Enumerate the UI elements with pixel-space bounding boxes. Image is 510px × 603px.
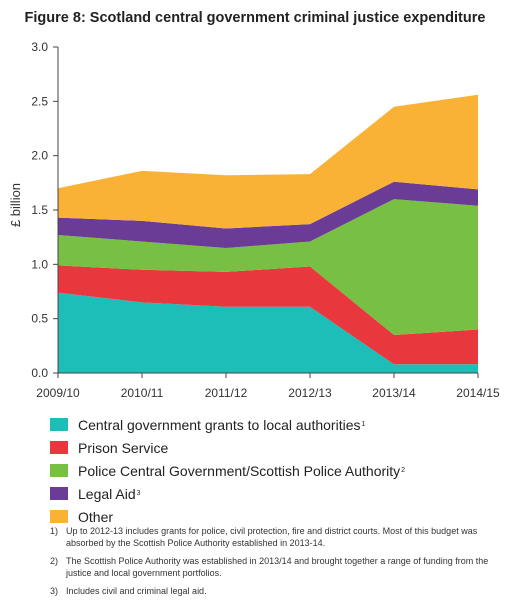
y-tick-label: 0.5 (31, 312, 48, 326)
x-tick-label: 2011/12 (205, 386, 248, 400)
legend-item: Police Central Government/Scottish Polic… (50, 461, 500, 480)
legend-footnote-marker: 2 (401, 467, 406, 474)
legend-footnote-marker: 1 (361, 421, 366, 428)
chart-legend: Central government grants to local autho… (50, 415, 500, 530)
footnote-text: Includes civil and criminal legal aid. (66, 586, 207, 596)
area-series-4 (58, 94, 478, 229)
y-tick-label: 1.5 (31, 203, 48, 217)
legend-item: Legal Aid 3 (50, 484, 500, 503)
legend-swatch (50, 418, 68, 431)
footnote-number: 1) (50, 526, 59, 536)
y-tick-label: 1.0 (31, 257, 48, 271)
legend-label: Police Central Government/Scottish Polic… (78, 462, 401, 479)
legend-label: Other (78, 508, 114, 525)
chart-title: Figure 8: Scotland central government cr… (24, 10, 486, 26)
area-series-3 (58, 181, 478, 248)
footnotes: 1) Up to 2012-13 includes grants for poli… (50, 525, 500, 603)
x-tick-label: 2014/15 (456, 386, 500, 400)
legend-label: Central government grants to local autho… (78, 416, 361, 433)
footnote-text: Up to 2012-13 includes grants for police… (66, 526, 478, 548)
legend-swatch (50, 487, 68, 500)
footnote: 2) The Scottish Police Authority was esta… (50, 555, 500, 579)
footnote-number: 3) (50, 586, 59, 596)
legend-label: Legal Aid (78, 485, 136, 502)
legend-item: Prison Service (50, 438, 500, 457)
y-tick-label: 2.5 (31, 94, 48, 108)
area-series-0 (58, 292, 478, 373)
legend-label: Prison Service (78, 439, 169, 456)
area-series-1 (58, 265, 478, 365)
y-axis-title: £ billion (8, 183, 23, 227)
legend-swatch (50, 510, 68, 523)
y-tick-label: 3.0 (31, 40, 48, 54)
legend-item: Central government grants to local autho… (50, 415, 500, 434)
y-tick-label: 2.0 (31, 149, 48, 163)
x-tick-label: 2010/11 (121, 386, 164, 400)
footnote-text: The Scottish Police Authority was establ… (66, 556, 489, 578)
legend-swatch (50, 441, 68, 454)
y-tick-label: 0.0 (31, 366, 48, 380)
legend-footnote-marker: 3 (136, 490, 141, 497)
legend-item: Other (50, 507, 500, 526)
footnote: 1) Up to 2012-13 includes grants for poli… (50, 525, 500, 549)
x-tick-label: 2009/10 (36, 386, 80, 400)
x-tick-label: 2012/13 (288, 386, 332, 400)
footnote: 3) Includes civil and criminal legal aid. (50, 585, 500, 597)
chart-plot: 0.0 0.5 1.0 1.5 2.0 2.5 3.0 2009/10 2010/11 2011/… (8, 40, 500, 400)
footnote-number: 2) (50, 556, 59, 566)
area-series-2 (58, 199, 478, 335)
x-tick-label: 2013/14 (372, 386, 416, 400)
legend-swatch (50, 464, 68, 477)
